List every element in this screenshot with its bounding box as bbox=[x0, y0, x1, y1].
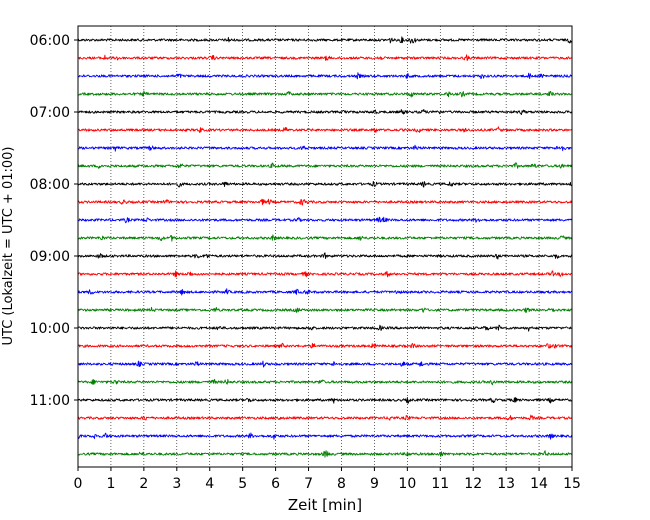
trace-line-0730 bbox=[77, 144, 573, 152]
trace-line-0645 bbox=[77, 90, 573, 98]
trace-line-0745 bbox=[77, 162, 573, 169]
trace-line-1145 bbox=[77, 450, 573, 458]
x-tick-label: 3 bbox=[172, 476, 181, 492]
trace-line-1130 bbox=[77, 432, 573, 440]
x-tick-label: 10 bbox=[398, 476, 416, 492]
x-tick-label: 5 bbox=[238, 476, 247, 492]
trace-line-0800 bbox=[77, 181, 573, 188]
y-tick-label: 07:00 bbox=[30, 105, 70, 121]
x-tick-label: 15 bbox=[563, 476, 581, 492]
plot-frame bbox=[77, 25, 573, 468]
y-tick-label: 06:00 bbox=[30, 33, 70, 49]
trace-line-1030 bbox=[77, 360, 573, 368]
x-tick-label: 2 bbox=[139, 476, 148, 492]
x-tick-label: 9 bbox=[370, 476, 379, 492]
trace-line-1115 bbox=[77, 414, 573, 421]
x-tick-label: 13 bbox=[497, 476, 515, 492]
trace-line-1000 bbox=[77, 324, 573, 332]
x-tick-label: 8 bbox=[337, 476, 346, 492]
x-tick-label: 1 bbox=[106, 476, 115, 492]
x-tick-label: 4 bbox=[205, 476, 214, 492]
x-tick-label: 6 bbox=[271, 476, 280, 492]
trace-line-1015 bbox=[77, 342, 573, 349]
trace-line-0900 bbox=[77, 252, 573, 260]
trace-line-0630 bbox=[77, 72, 573, 80]
y-tick-label: 09:00 bbox=[30, 249, 70, 265]
x-tick-label: 11 bbox=[431, 476, 449, 492]
trace-line-0600 bbox=[77, 36, 573, 44]
x-tick-label: 14 bbox=[530, 476, 548, 492]
y-tick-label: 08:00 bbox=[30, 177, 70, 193]
trace-line-0830 bbox=[77, 216, 573, 224]
x-tick-label: 0 bbox=[74, 476, 83, 492]
y-tick-label: 11:00 bbox=[30, 393, 70, 409]
trace-line-0845 bbox=[77, 234, 573, 242]
y-axis-label: UTC (Lokalzeit = UTC + 01:00) bbox=[1, 147, 16, 346]
trace-line-0945 bbox=[77, 306, 573, 314]
y-tick-label: 10:00 bbox=[30, 321, 70, 337]
trace-line-0700 bbox=[77, 108, 573, 116]
trace-line-1100 bbox=[77, 396, 573, 404]
trace-line-1045 bbox=[77, 378, 573, 386]
y-axis: 06:00 07:00 08:00 09:00 10:00 11:00 bbox=[30, 33, 78, 409]
trace-line-0930 bbox=[77, 288, 573, 296]
x-tick-label: 7 bbox=[304, 476, 313, 492]
trace-line-0615 bbox=[77, 54, 573, 62]
trace-line-0815 bbox=[77, 198, 573, 206]
trace-line-0715 bbox=[77, 126, 573, 134]
x-axis-label: Zeit [min] bbox=[288, 496, 362, 514]
x-axis: 0 1 2 3 4 5 6 7 8 9 10 11 12 13 14 15 bbox=[74, 467, 581, 492]
x-tick-label: 12 bbox=[464, 476, 482, 492]
seismic-traces bbox=[77, 36, 573, 458]
trace-line-0915 bbox=[77, 270, 573, 278]
